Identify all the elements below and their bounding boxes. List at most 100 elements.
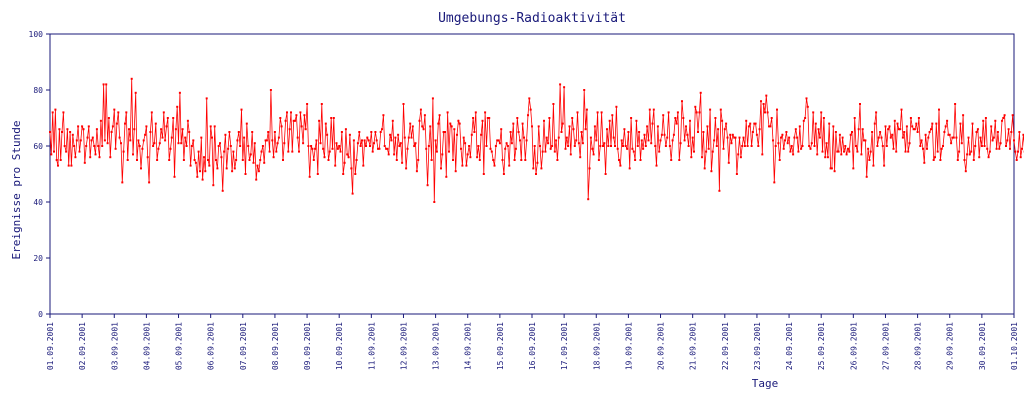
data-point [919,145,922,147]
data-point [970,150,973,153]
data-point [306,103,309,105]
data-point [545,136,548,139]
data-point [705,150,708,153]
data-point [438,114,441,117]
data-point [233,167,236,170]
data-point [114,147,117,150]
data-point [74,156,77,159]
data-point [66,128,69,131]
data-point [828,122,831,125]
data-point [457,119,460,122]
data-point [434,139,437,142]
data-point [83,161,86,164]
data-point [82,128,85,131]
data-point [343,161,346,164]
data-point [707,147,710,150]
data-point [197,150,200,153]
data-point [987,156,990,159]
data-point [996,131,999,133]
data-point [950,142,953,145]
data-point [1017,150,1019,153]
data-point [126,159,129,161]
data-point [761,153,764,156]
data-point [105,83,108,86]
data-point [686,133,689,136]
data-point [109,156,112,159]
data-point [185,145,188,147]
data-point [1015,159,1018,161]
data-point [806,105,809,108]
data-point [634,159,637,161]
data-point [880,136,883,139]
data-point [654,145,657,147]
data-point [190,145,193,147]
data-point [490,150,493,153]
x-tick-label: 25.09.2001 [817,322,826,370]
data-point [879,131,882,133]
data-point [837,150,840,153]
data-point [192,139,195,142]
data-point [572,128,575,131]
data-point [130,77,133,80]
data-point [672,133,675,136]
data-point [426,184,429,187]
data-point [311,147,314,150]
data-point [351,192,354,195]
data-point [216,167,219,170]
data-point [630,117,633,119]
data-point [743,145,746,147]
data-point [549,147,552,150]
data-point [656,125,659,128]
data-point [855,145,857,147]
data-point [414,142,417,145]
data-point [383,145,386,147]
data-point [821,150,824,153]
data-point [501,159,504,161]
data-point [986,147,989,150]
y-tick-label: 40 [33,198,43,207]
x-tick-label: 29.09.2001 [946,322,955,370]
data-point [465,164,468,167]
data-point [659,139,662,142]
data-point [897,128,900,131]
data-point [148,181,151,184]
data-point [422,128,425,131]
data-point [734,136,737,139]
data-point [643,133,646,136]
data-point [493,164,496,167]
data-point [781,133,784,136]
data-point [224,133,227,136]
data-point [817,128,820,131]
data-point [706,125,709,128]
data-point [141,147,144,150]
data-point [796,136,799,139]
data-point [280,125,283,128]
y-axis: 0 20 40 60 80 100 [29,30,50,319]
data-point [69,131,72,133]
data-point [563,86,566,89]
data-point [841,136,844,139]
data-point [435,150,438,153]
data-point [128,128,130,131]
data-point [316,173,319,175]
data-point [67,164,70,167]
data-point [101,145,104,147]
data-point [506,145,509,147]
data-point [971,122,974,125]
data-point [50,153,53,156]
x-tick-label: 12.09.2001 [399,322,408,370]
data-point [203,156,205,159]
data-point [361,139,363,142]
data-point [683,139,686,142]
data-point [624,145,627,147]
data-point [784,139,786,142]
data-point [394,136,397,139]
data-point [792,153,795,156]
data-point [186,119,189,122]
data-point [876,145,879,147]
data-point [994,119,997,122]
data-point [833,170,836,173]
data-point [764,111,766,114]
data-point [117,111,120,114]
data-point [231,170,234,173]
